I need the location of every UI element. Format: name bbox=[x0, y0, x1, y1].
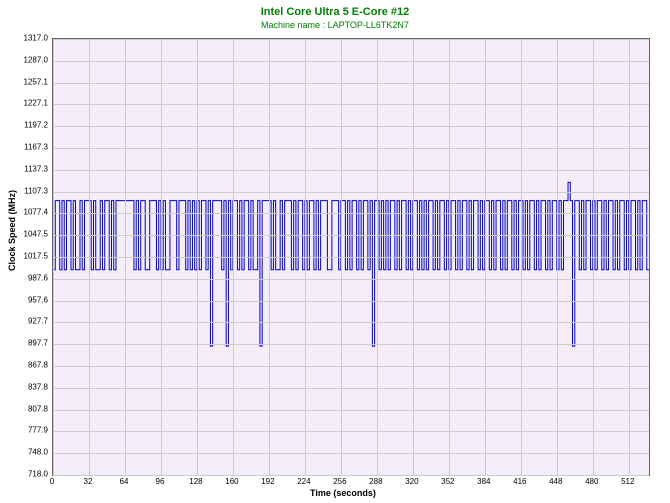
chart-container: Intel Core Ultra 5 E-Core #12 Machine na… bbox=[0, 0, 670, 503]
grid-line bbox=[413, 39, 414, 475]
grid-line bbox=[53, 410, 649, 411]
y-tick-label: 1137.3 bbox=[18, 164, 48, 173]
grid-line bbox=[629, 39, 630, 475]
grid-line bbox=[53, 475, 649, 476]
grid-line bbox=[53, 235, 649, 236]
grid-line bbox=[377, 39, 378, 475]
grid-line bbox=[557, 39, 558, 475]
grid-line bbox=[233, 39, 234, 475]
y-tick-label: 1227.1 bbox=[18, 99, 48, 108]
grid-line bbox=[53, 61, 649, 62]
x-tick-label: 416 bbox=[513, 477, 526, 486]
grid-line bbox=[53, 388, 649, 389]
plot-area bbox=[52, 38, 650, 476]
grid-line bbox=[305, 39, 306, 475]
grid-line bbox=[53, 301, 649, 302]
grid-line bbox=[449, 39, 450, 475]
grid-line bbox=[593, 39, 594, 475]
y-tick-label: 748.0 bbox=[18, 448, 48, 457]
x-tick-label: 160 bbox=[225, 477, 238, 486]
x-tick-label: 384 bbox=[477, 477, 490, 486]
grid-line bbox=[53, 257, 649, 258]
x-tick-label: 224 bbox=[297, 477, 310, 486]
grid-line bbox=[53, 279, 649, 280]
y-tick-label: 807.8 bbox=[18, 404, 48, 413]
grid-line bbox=[197, 39, 198, 475]
x-tick-label: 320 bbox=[405, 477, 418, 486]
grid-line bbox=[53, 192, 649, 193]
x-tick-label: 480 bbox=[585, 477, 598, 486]
y-tick-label: 1167.3 bbox=[18, 142, 48, 151]
grid-line bbox=[53, 322, 649, 323]
x-tick-label: 256 bbox=[333, 477, 346, 486]
x-tick-label: 96 bbox=[156, 477, 165, 486]
y-tick-label: 867.8 bbox=[18, 360, 48, 369]
chart-title: Intel Core Ultra 5 E-Core #12 bbox=[0, 0, 670, 18]
grid-line bbox=[53, 126, 649, 127]
x-tick-label: 352 bbox=[441, 477, 454, 486]
grid-line bbox=[485, 39, 486, 475]
chart-subtitle: Machine name : LAPTOP-LL6TK2N7 bbox=[0, 18, 670, 30]
grid-line bbox=[521, 39, 522, 475]
x-tick-label: 0 bbox=[50, 477, 54, 486]
y-axis-label: Clock Speed (MHz) bbox=[7, 251, 17, 271]
x-tick-label: 288 bbox=[369, 477, 382, 486]
y-tick-label: 718.0 bbox=[18, 470, 48, 479]
grid-line bbox=[53, 39, 54, 475]
grid-line bbox=[53, 104, 649, 105]
y-tick-label: 1287.0 bbox=[18, 55, 48, 64]
grid-line bbox=[53, 83, 649, 84]
grid-line bbox=[53, 366, 649, 367]
x-axis-label: Time (seconds) bbox=[310, 488, 376, 498]
y-tick-label: 1077.4 bbox=[18, 208, 48, 217]
y-tick-label: 1197.2 bbox=[18, 121, 48, 130]
y-tick-label: 1017.5 bbox=[18, 252, 48, 261]
y-tick-label: 1047.5 bbox=[18, 230, 48, 239]
y-tick-label: 897.7 bbox=[18, 339, 48, 348]
grid-line bbox=[161, 39, 162, 475]
x-tick-label: 128 bbox=[189, 477, 202, 486]
grid-line bbox=[53, 213, 649, 214]
grid-line bbox=[89, 39, 90, 475]
grid-line bbox=[53, 148, 649, 149]
y-tick-label: 777.9 bbox=[18, 426, 48, 435]
y-tick-label: 1317.0 bbox=[18, 34, 48, 43]
y-tick-label: 837.8 bbox=[18, 382, 48, 391]
y-tick-label: 957.6 bbox=[18, 295, 48, 304]
y-tick-label: 927.7 bbox=[18, 317, 48, 326]
grid-line bbox=[53, 39, 649, 40]
x-tick-label: 448 bbox=[549, 477, 562, 486]
y-tick-label: 1257.1 bbox=[18, 77, 48, 86]
grid-line bbox=[53, 344, 649, 345]
x-tick-label: 512 bbox=[621, 477, 634, 486]
grid-line bbox=[269, 39, 270, 475]
x-tick-label: 32 bbox=[84, 477, 93, 486]
y-tick-label: 987.6 bbox=[18, 273, 48, 282]
y-tick-label: 1107.3 bbox=[18, 186, 48, 195]
grid-line bbox=[125, 39, 126, 475]
grid-line bbox=[53, 170, 649, 171]
grid-line bbox=[53, 431, 649, 432]
x-tick-label: 64 bbox=[120, 477, 129, 486]
grid-line bbox=[341, 39, 342, 475]
x-tick-label: 192 bbox=[261, 477, 274, 486]
grid-line bbox=[53, 453, 649, 454]
